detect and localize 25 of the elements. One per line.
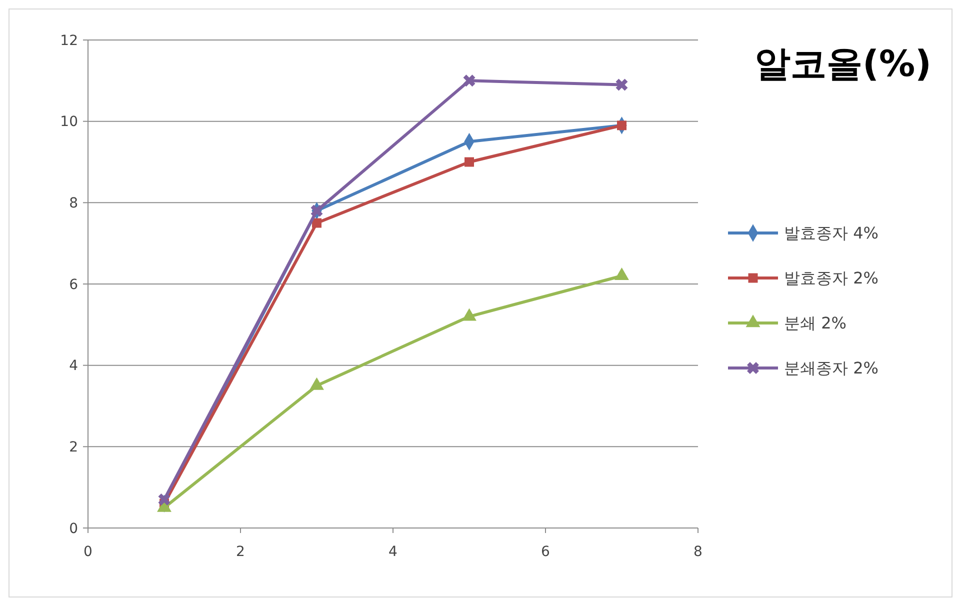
y-tick-label: 6 <box>69 276 78 293</box>
x-tick-label: 2 <box>236 544 245 560</box>
legend-label: 발효종자 4% <box>784 224 878 243</box>
point <box>616 78 628 91</box>
x-tick-label: 6 <box>541 544 550 560</box>
x-tick-label: 0 <box>84 544 92 560</box>
y-tick-label: 2 <box>69 440 78 456</box>
point <box>464 157 474 167</box>
y-tick-label: 10 <box>60 114 78 130</box>
y-tick-label: 12 <box>60 32 78 49</box>
legend-label: 분쇄 2% <box>784 314 846 333</box>
x-tick-label: 8 <box>694 544 702 560</box>
legend-label: 발효종자 2% <box>784 268 878 288</box>
point <box>462 308 476 321</box>
point <box>614 268 629 280</box>
point <box>617 120 626 130</box>
point <box>310 377 324 390</box>
y-tick-label: 4 <box>69 358 78 374</box>
y-tick-label: 8 <box>69 196 78 212</box>
legend-label: 분쇄종자 2% <box>784 358 878 378</box>
x-tick-label: 4 <box>388 544 398 560</box>
text: 알코올(%) <box>754 44 932 85</box>
point <box>310 204 323 217</box>
y-tick-label: 0 <box>69 520 78 537</box>
point <box>463 74 476 87</box>
